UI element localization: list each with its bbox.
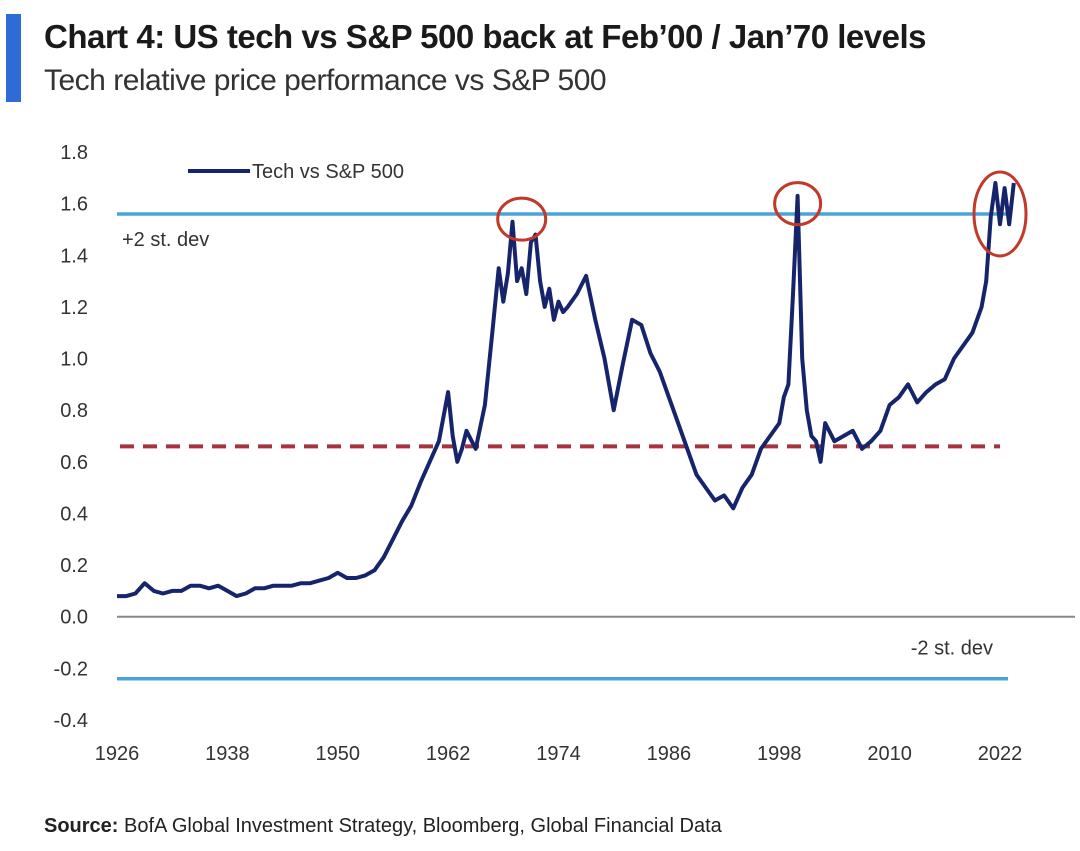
- x-axis-ticks: 1926 1938 1950 1962 1974 1986 1998 2010 2022: [95, 743, 1023, 765]
- y-tick-label: 0.6: [60, 452, 88, 474]
- x-tick-label: 1998: [757, 743, 802, 765]
- highlight-circles: [496, 170, 1028, 258]
- chart-title: Chart 4: US tech vs S&P 500 back at Feb’…: [44, 18, 927, 55]
- y-tick-label: 1.6: [60, 194, 88, 216]
- x-tick-label: 1950: [316, 743, 361, 765]
- y-tick-label: 0.8: [60, 400, 88, 422]
- y-tick-label: 0.2: [60, 555, 88, 577]
- y-tick-label: 0.4: [60, 503, 88, 525]
- series-line-tech-vs-sp500: [117, 181, 1016, 599]
- legend-label: Tech vs S&P 500: [252, 161, 404, 183]
- x-tick-label: 1938: [205, 743, 250, 765]
- y-tick-label: 1.4: [60, 245, 88, 267]
- y-tick-label: -0.2: [54, 658, 88, 680]
- highlight-circle: [496, 196, 548, 242]
- source-note: Source: BofA Global Investment Strategy,…: [44, 815, 722, 838]
- x-tick-label: 1974: [536, 743, 581, 765]
- minus-2-stdev-label: -2 st. dev: [911, 638, 993, 660]
- x-tick-label: 1962: [426, 743, 471, 765]
- x-tick-label: 1926: [95, 743, 140, 765]
- y-tick-label: 1.2: [60, 297, 88, 319]
- y-tick-label: 1.0: [60, 349, 88, 371]
- y-tick-label: -0.4: [54, 710, 88, 732]
- x-tick-label: 1986: [647, 743, 692, 765]
- chart-subtitle: Tech relative price performance vs S&P 5…: [44, 64, 607, 97]
- source-text: BofA Global Investment Strategy, Bloombe…: [124, 815, 722, 837]
- plus-2-stdev-label: +2 st. dev: [122, 229, 209, 251]
- y-axis-ticks: 1.8 1.6 1.4 1.2 1.0 0.8 0.6 0.4 0.2 0.0 -0.2 -0.4: [54, 142, 88, 732]
- y-tick-label: 0.0: [60, 607, 88, 629]
- accent-bar: [6, 14, 21, 102]
- legend: Tech vs S&P 500: [188, 161, 404, 183]
- y-tick-label: 1.8: [60, 142, 88, 164]
- highlight-circle: [972, 170, 1028, 258]
- highlight-circle: [773, 181, 823, 227]
- x-tick-label: 2022: [978, 743, 1023, 765]
- source-label: Source:: [44, 815, 119, 837]
- x-tick-label: 2010: [867, 743, 912, 765]
- reference-lines: +2 st. dev -2 st. dev: [117, 212, 1008, 681]
